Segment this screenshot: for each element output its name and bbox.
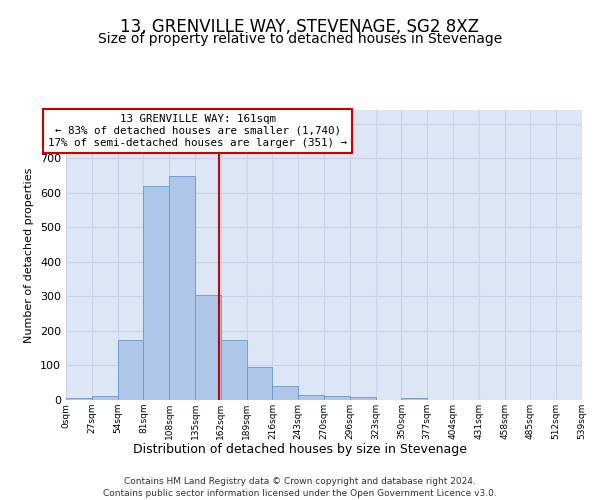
Bar <box>143 186 169 400</box>
Bar <box>350 397 376 400</box>
Text: Contains HM Land Registry data © Crown copyright and database right 2024.: Contains HM Land Registry data © Crown c… <box>124 478 476 486</box>
Bar <box>66 398 92 400</box>
Text: 13, GRENVILLE WAY, STEVENAGE, SG2 8XZ: 13, GRENVILLE WAY, STEVENAGE, SG2 8XZ <box>121 18 479 36</box>
Bar <box>401 398 427 400</box>
Text: Distribution of detached houses by size in Stevenage: Distribution of detached houses by size … <box>133 442 467 456</box>
Bar <box>169 176 195 400</box>
Y-axis label: Number of detached properties: Number of detached properties <box>25 168 34 342</box>
Bar <box>272 386 298 400</box>
Text: 13 GRENVILLE WAY: 161sqm
← 83% of detached houses are smaller (1,740)
17% of sem: 13 GRENVILLE WAY: 161sqm ← 83% of detach… <box>48 114 347 148</box>
Bar <box>195 294 221 400</box>
Bar <box>247 366 272 400</box>
Text: Contains public sector information licensed under the Open Government Licence v3: Contains public sector information licen… <box>103 489 497 498</box>
Bar <box>298 395 324 400</box>
Bar <box>92 396 118 400</box>
Bar <box>118 340 143 400</box>
Bar <box>324 396 350 400</box>
Bar <box>221 340 247 400</box>
Text: Size of property relative to detached houses in Stevenage: Size of property relative to detached ho… <box>98 32 502 46</box>
